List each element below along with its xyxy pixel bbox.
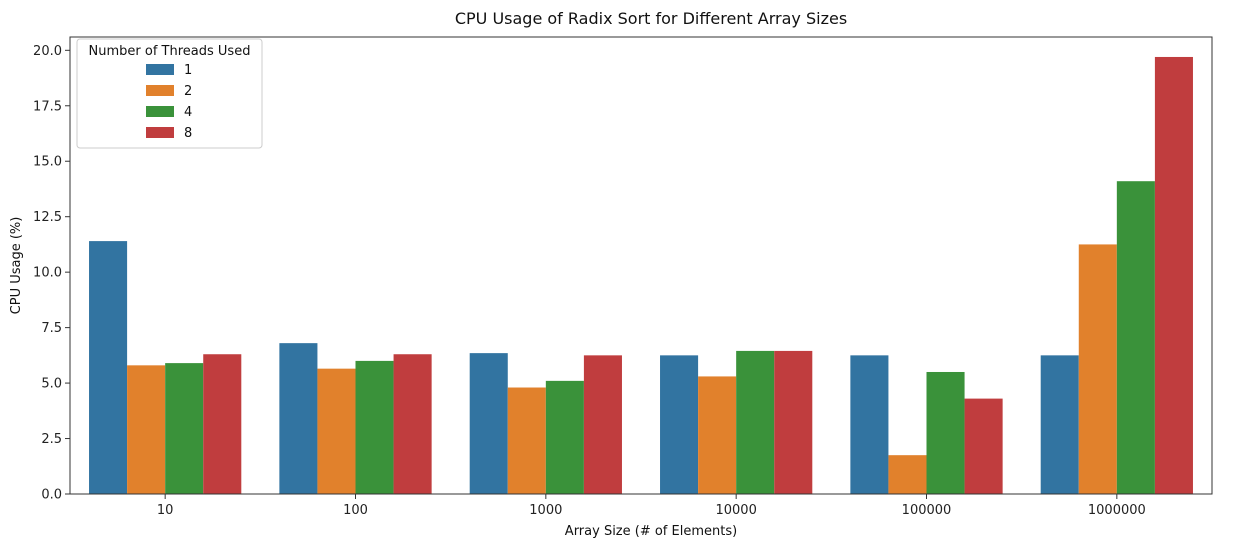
legend-swatch	[146, 85, 174, 96]
bar	[736, 350, 775, 494]
bar	[1040, 355, 1079, 494]
bar	[583, 355, 622, 494]
y-tick-label: 17.5	[33, 99, 62, 114]
plot-area: 0.0 2.5 5.0 7.5 10.0 12.5 15.0 17.5 20.0 10 100 100…	[33, 44, 1193, 518]
y-tick-label: 7.5	[41, 321, 62, 336]
y-tick-label: 2.5	[41, 432, 62, 447]
x-tick-label: 1000000	[1088, 503, 1146, 518]
x-tick-label: 100	[343, 503, 368, 518]
bar	[850, 355, 889, 494]
y-axis-label: CPU Usage (%)	[9, 217, 24, 315]
bar	[507, 387, 546, 494]
legend-label: 2	[184, 84, 192, 99]
x-tick-label: 10	[157, 503, 174, 518]
x-axis-label: Array Size (# of Elements)	[565, 524, 737, 539]
legend: Number of Threads Used 1 2 4 8	[76, 38, 263, 149]
bar	[317, 368, 356, 494]
bar	[203, 354, 242, 494]
legend-items: 1 2 4 8	[146, 63, 192, 141]
legend-label: 4	[184, 105, 192, 120]
bar	[355, 360, 394, 494]
legend-swatch	[146, 64, 174, 75]
legend-swatch	[146, 127, 174, 138]
bar	[964, 398, 1003, 494]
legend-label: 1	[184, 63, 192, 78]
bar	[698, 376, 737, 494]
bar	[926, 371, 965, 494]
y-tick-label: 0.0	[41, 488, 62, 503]
legend-swatch	[146, 106, 174, 117]
y-tick-label: 12.5	[33, 210, 62, 225]
bar	[165, 363, 204, 494]
x-tick-label: 100000	[902, 503, 952, 518]
chart-title: CPU Usage of Radix Sort for Different Ar…	[455, 9, 847, 28]
y-tick-label: 20.0	[33, 44, 62, 59]
bar	[660, 355, 699, 494]
bar	[127, 365, 166, 494]
plot-frame	[69, 36, 1213, 495]
bar	[393, 354, 432, 494]
bar	[279, 343, 318, 494]
bar	[888, 455, 927, 494]
y-tick-label: 5.0	[41, 377, 62, 392]
legend-title: Number of Threads Used	[89, 44, 251, 59]
bar	[545, 380, 584, 494]
x-tick-label: 10000	[715, 503, 756, 518]
bar	[1078, 244, 1117, 494]
y-tick-label: 10.0	[33, 266, 62, 281]
bar	[1116, 181, 1155, 494]
bar	[774, 350, 813, 494]
bar	[1154, 56, 1193, 495]
legend-label: 8	[184, 126, 192, 141]
bar	[89, 241, 128, 494]
y-tick-label: 15.0	[33, 155, 62, 170]
bar	[469, 353, 508, 494]
x-tick-label: 1000	[529, 503, 562, 518]
